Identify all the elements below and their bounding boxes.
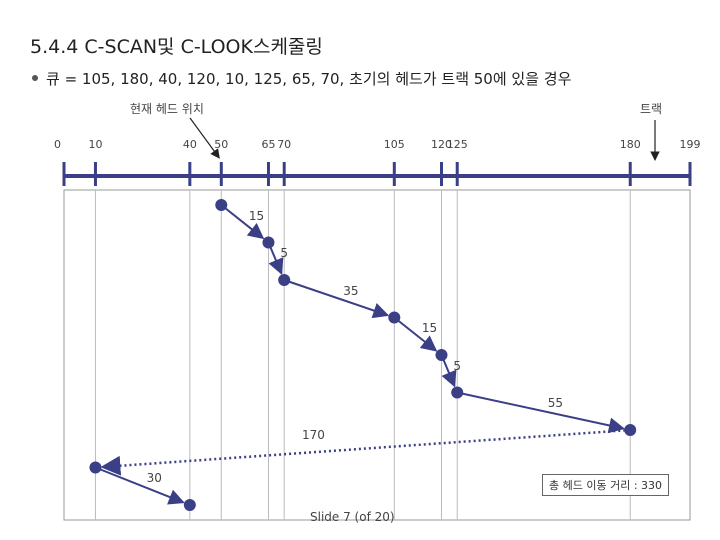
slide-title: 5.4.4 C-SCAN및 C-LOOK스케줄링: [30, 36, 323, 58]
head-position-40: [183, 499, 196, 511]
head-position-125: [451, 386, 464, 399]
head-position-70: [278, 274, 291, 286]
head-move-1: [220, 204, 265, 240]
track-number-125: 125: [446, 138, 468, 151]
head-position-180: [624, 424, 637, 436]
track-number-65: 65: [261, 138, 276, 151]
track-number-70: 70: [277, 138, 292, 151]
track-label: 트랙: [640, 102, 663, 116]
head-position-65: [262, 236, 275, 249]
queue-description: 큐 = 105, 180, 40, 120, 10, 125, 65, 70, …: [32, 68, 571, 89]
move-distance-2: 5: [280, 246, 288, 261]
move-distance-3: 35: [343, 283, 359, 298]
track-number-180: 180: [619, 138, 641, 151]
track-number-40: 40: [182, 138, 197, 151]
track-number-105: 105: [383, 138, 405, 151]
move-distance-8: 30: [146, 471, 162, 486]
slide-footer: Slide 7 (of 20): [310, 510, 395, 524]
move-distance-4: 15: [421, 321, 438, 336]
move-distance-5: 5: [453, 358, 461, 373]
move-distance-6: 55: [547, 396, 563, 411]
track-number-50: 50: [214, 138, 229, 151]
track-number-10: 10: [88, 138, 103, 151]
head-move-6: [457, 391, 625, 434]
track-number-199: 199: [679, 138, 701, 151]
move-distance-1: 15: [248, 208, 265, 223]
bullet-icon: [32, 74, 38, 81]
track-number-120: 120: [430, 138, 452, 151]
head-move-4: [393, 316, 438, 352]
head-move-8: [95, 466, 185, 505]
head-position-105: [388, 311, 401, 324]
head-move-3: [283, 279, 390, 319]
head-position-10: [89, 461, 102, 474]
chart-frame: [63, 189, 691, 521]
queue-text: 큐 = 105, 180, 40, 120, 10, 125, 65, 70, …: [46, 70, 572, 88]
current-head-label: 현재 헤드 위치: [130, 102, 204, 116]
track-number-0: 0: [54, 138, 61, 151]
move-distance-7: 170: [302, 427, 325, 442]
head-move-7: [100, 428, 631, 476]
total-distance-box: 총 헤드 이동 거리 : 330: [542, 474, 670, 496]
head-position-50: [215, 199, 228, 211]
head-pointer-arrow: [189, 117, 220, 159]
head-position-120: [435, 349, 448, 361]
